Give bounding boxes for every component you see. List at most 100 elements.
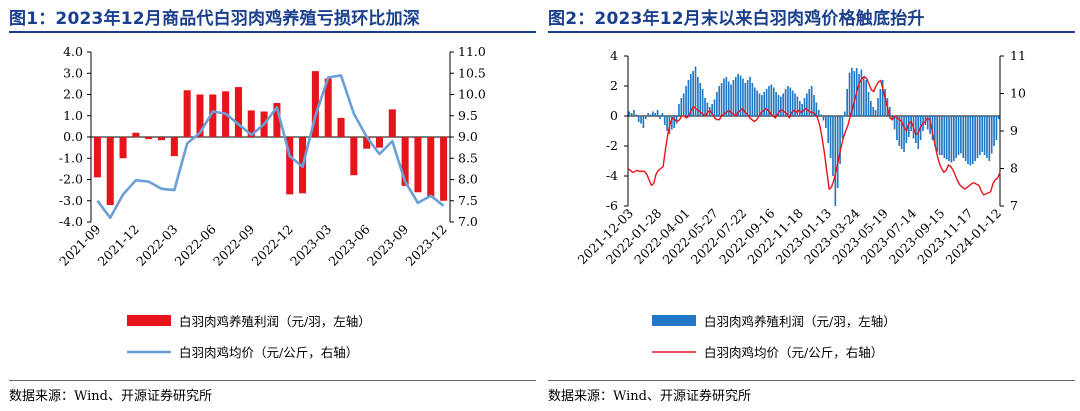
profit-bar [734, 77, 737, 116]
y-right-tick-label: 7.0 [458, 214, 478, 229]
profit-bar [936, 116, 939, 152]
profit-bar [363, 137, 371, 149]
profit-bar [675, 116, 678, 124]
legend-label: 白羽肉鸡均价（元/公斤，右轴） [704, 345, 883, 360]
profit-bar [834, 116, 837, 206]
profit-bar [763, 92, 766, 116]
profit-bar [708, 107, 711, 116]
profit-bar [806, 93, 808, 116]
profit-bar [841, 116, 844, 139]
profit-bar [929, 116, 931, 134]
y-left-tick-label: -2 [606, 138, 618, 153]
profit-bar [865, 80, 867, 116]
y-left-tick-label: -6 [606, 198, 618, 213]
x-tick-label: 2021-12 [95, 222, 142, 269]
profit-bar [945, 116, 948, 160]
profit-bar [777, 95, 780, 116]
profit-bar [737, 74, 740, 116]
y-right-tick-label: 7 [1010, 198, 1018, 213]
profit-bar [723, 78, 725, 116]
profit-bar [960, 116, 962, 154]
profit-bar [685, 86, 687, 116]
profit-bar [324, 78, 332, 137]
profit-bar [628, 111, 631, 116]
profit-bar [955, 116, 957, 158]
profit-bar [957, 116, 960, 155]
profit-bar [725, 77, 728, 116]
profit-bar [988, 116, 991, 161]
profit-bar [796, 96, 799, 116]
profit-bar [775, 92, 777, 116]
profit-bar [808, 89, 811, 116]
profit-bar [699, 83, 702, 116]
profit-bar [884, 89, 886, 116]
profit-bar [900, 116, 903, 149]
profit-bar [974, 116, 976, 161]
profit-bar [713, 99, 716, 116]
source-note: 数据来源：Wind、开源证券研究所 [548, 389, 751, 404]
profit-bar [350, 137, 358, 176]
profit-bar [801, 104, 803, 116]
profit-bar [680, 98, 683, 116]
profit-bar [791, 90, 794, 116]
profit-bar [663, 116, 666, 125]
profit-bar [630, 113, 633, 116]
profit-bar [853, 71, 856, 116]
profit-bar [642, 116, 645, 128]
profit-bar [671, 116, 673, 130]
profit-bar [388, 109, 396, 137]
profit-bar [943, 116, 946, 158]
profit-bar [829, 116, 832, 158]
chart-title: 图1：2023年12月商品代白羽肉鸡养殖亏损环比加深 [9, 9, 420, 29]
profit-bar [813, 95, 815, 116]
y-left-tick-label: 1.0 [63, 108, 83, 123]
profit-bar [836, 116, 839, 188]
title-rule [9, 31, 536, 33]
chart-1-svg: 4.0 3.0 2.0 1.0 0.0 -1.0 -2.0 -3.0 -4.0 11.0 10.5 1… [56, 44, 486, 360]
y-left-tick-label: -4 [606, 168, 618, 183]
y-left-tick-label: -2.0 [59, 172, 83, 187]
y-left-tick-label: -4.0 [59, 214, 83, 229]
profit-bar [704, 98, 706, 116]
y-right-tick-label: 10.5 [458, 65, 486, 80]
profit-bar [870, 101, 872, 116]
legend-label: 白羽肉鸡均价（元/公斤，右轴） [179, 345, 358, 360]
profit-bar [761, 95, 763, 116]
profit-bar [976, 116, 979, 158]
y-right-tick-label: 9 [1010, 123, 1018, 138]
y-right-tick-label: 9.0 [458, 129, 478, 144]
y-left-tick-label: 0.0 [63, 129, 83, 144]
profit-bar [860, 69, 863, 116]
profit-bar [647, 113, 649, 116]
y-right-tick-label: 7.5 [458, 193, 478, 208]
profit-bar [931, 116, 934, 140]
profit-bar [427, 137, 435, 197]
profit-bar [950, 116, 953, 163]
profit-bar [157, 137, 166, 141]
profit-bar [997, 116, 1000, 119]
price-line [627, 75, 1001, 196]
profit-bar [652, 111, 654, 116]
y-right-tick-label: 8.5 [458, 150, 478, 165]
profit-bar [772, 87, 775, 116]
profit-bar [637, 116, 640, 122]
chart-panel-1: 图1：2023年12月商品代白羽肉鸡养殖亏损环比加深 4.0 3.0 2.0 1.0 0… [9, 0, 536, 411]
profit-bar [716, 92, 718, 116]
profit-bar [196, 94, 204, 137]
y-right-tick-label: 8.0 [458, 172, 478, 187]
profit-bar [784, 89, 787, 116]
profit-bar [782, 93, 785, 116]
profit-bar [803, 98, 806, 116]
profit-bar [697, 77, 699, 116]
profit-bar [656, 110, 659, 116]
profit-bar [867, 92, 870, 116]
legend-swatch-bar [127, 315, 171, 326]
profit-bar [286, 137, 294, 195]
profit-bar [644, 116, 647, 119]
y-right-tick-label: 10.0 [458, 87, 486, 102]
profit-bar [934, 116, 936, 146]
profit-bar [654, 113, 657, 116]
profit-bar [941, 116, 943, 155]
profit-bar [971, 116, 974, 164]
profit-bar [701, 89, 704, 116]
